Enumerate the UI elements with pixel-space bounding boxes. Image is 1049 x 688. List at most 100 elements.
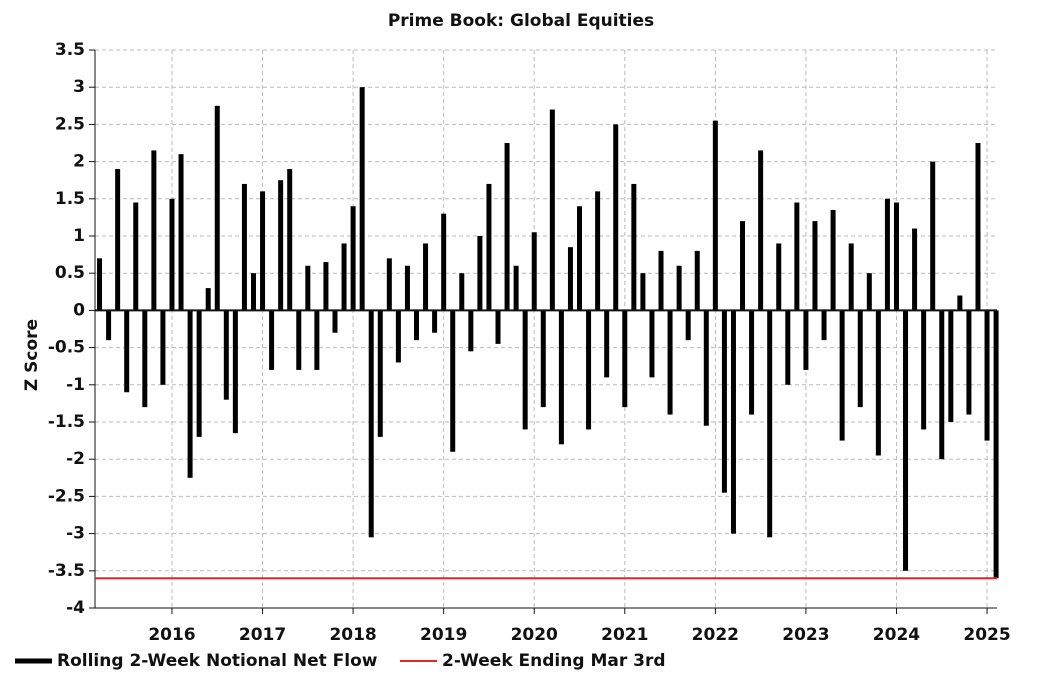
bar bbox=[477, 236, 483, 311]
bar bbox=[504, 143, 510, 311]
y-tick-label: -3 bbox=[66, 524, 85, 544]
bar bbox=[350, 206, 356, 311]
bar bbox=[893, 202, 899, 311]
bar bbox=[776, 243, 782, 311]
bar bbox=[468, 310, 474, 352]
bar bbox=[957, 295, 963, 311]
bar bbox=[993, 310, 999, 579]
x-tick-label: 2021 bbox=[601, 625, 648, 645]
bar bbox=[712, 120, 718, 311]
bar bbox=[241, 183, 247, 311]
bar bbox=[459, 273, 465, 311]
bar bbox=[875, 310, 881, 456]
bar bbox=[622, 310, 628, 408]
bar bbox=[595, 191, 601, 311]
bar bbox=[694, 250, 700, 311]
bar bbox=[540, 310, 546, 408]
bar bbox=[848, 243, 854, 311]
bar bbox=[839, 310, 845, 441]
x-tick-label: 2024 bbox=[873, 625, 920, 645]
bar bbox=[142, 310, 148, 408]
y-tick-label: 2 bbox=[73, 152, 85, 172]
bar bbox=[939, 310, 945, 460]
y-axis-label: Z Score bbox=[22, 319, 42, 391]
bar bbox=[631, 183, 637, 311]
bar bbox=[296, 310, 302, 370]
bar bbox=[97, 258, 103, 311]
bar bbox=[577, 206, 583, 311]
bar bbox=[423, 243, 429, 311]
bar bbox=[558, 310, 564, 445]
chart-title: Prime Book: Global Equities bbox=[388, 11, 654, 31]
bar bbox=[812, 221, 818, 311]
bar bbox=[866, 273, 872, 311]
bar bbox=[169, 198, 175, 311]
bar bbox=[115, 169, 121, 311]
bar bbox=[912, 228, 918, 311]
bar bbox=[341, 243, 347, 311]
y-tick-label: 1 bbox=[73, 226, 85, 246]
bar bbox=[395, 310, 401, 363]
bar bbox=[124, 310, 130, 393]
bar bbox=[740, 221, 746, 311]
bar bbox=[377, 310, 383, 437]
bar bbox=[151, 150, 157, 311]
bar bbox=[368, 310, 374, 538]
bar bbox=[287, 169, 293, 311]
bar bbox=[767, 310, 773, 538]
bar bbox=[495, 310, 501, 344]
bar bbox=[196, 310, 202, 437]
bar bbox=[314, 310, 320, 370]
bar bbox=[187, 310, 193, 478]
legend-label: 2-Week Ending Mar 3rd bbox=[442, 651, 666, 671]
bar bbox=[178, 154, 184, 311]
bar bbox=[721, 310, 727, 493]
bar bbox=[160, 310, 166, 385]
bar bbox=[486, 183, 492, 311]
bar bbox=[205, 288, 211, 311]
x-tick-label: 2020 bbox=[511, 625, 558, 645]
bar bbox=[432, 310, 438, 333]
bar bbox=[613, 124, 619, 311]
bar bbox=[223, 310, 229, 400]
bar bbox=[948, 310, 954, 422]
bar bbox=[803, 310, 809, 370]
legend-label: Rolling 2-Week Notional Net Flow bbox=[57, 651, 378, 671]
bar bbox=[260, 191, 266, 311]
bar bbox=[730, 310, 736, 534]
bar bbox=[703, 310, 709, 426]
bar bbox=[821, 310, 827, 341]
y-tick-label: 0 bbox=[73, 300, 85, 320]
bar bbox=[413, 310, 419, 341]
bar bbox=[386, 258, 392, 311]
bar bbox=[549, 109, 555, 311]
bar bbox=[404, 265, 410, 311]
bar bbox=[649, 310, 655, 378]
y-tick-label: -2.5 bbox=[48, 486, 85, 506]
bar bbox=[794, 202, 800, 311]
x-tick-label: 2025 bbox=[963, 625, 1010, 645]
bar bbox=[749, 310, 755, 415]
y-tick-label: -1 bbox=[66, 375, 85, 395]
x-tick-label: 2016 bbox=[148, 625, 195, 645]
bar bbox=[133, 202, 139, 311]
bar bbox=[640, 273, 646, 311]
y-tick-label: 0.5 bbox=[55, 263, 85, 283]
y-tick-label: -2 bbox=[66, 449, 85, 469]
x-tick-label: 2023 bbox=[782, 625, 829, 645]
x-tick-label: 2018 bbox=[329, 625, 376, 645]
bar bbox=[359, 87, 365, 311]
bar bbox=[604, 310, 610, 378]
bar bbox=[857, 310, 863, 408]
bar bbox=[214, 105, 220, 311]
bar bbox=[785, 310, 791, 385]
bar bbox=[930, 161, 936, 311]
x-tick-label: 2022 bbox=[692, 625, 739, 645]
bar bbox=[567, 247, 573, 311]
bar bbox=[450, 310, 456, 452]
y-tick-label: -3.5 bbox=[48, 561, 85, 581]
bar bbox=[323, 262, 329, 311]
y-tick-label: 2.5 bbox=[55, 114, 85, 134]
bar bbox=[332, 310, 338, 333]
